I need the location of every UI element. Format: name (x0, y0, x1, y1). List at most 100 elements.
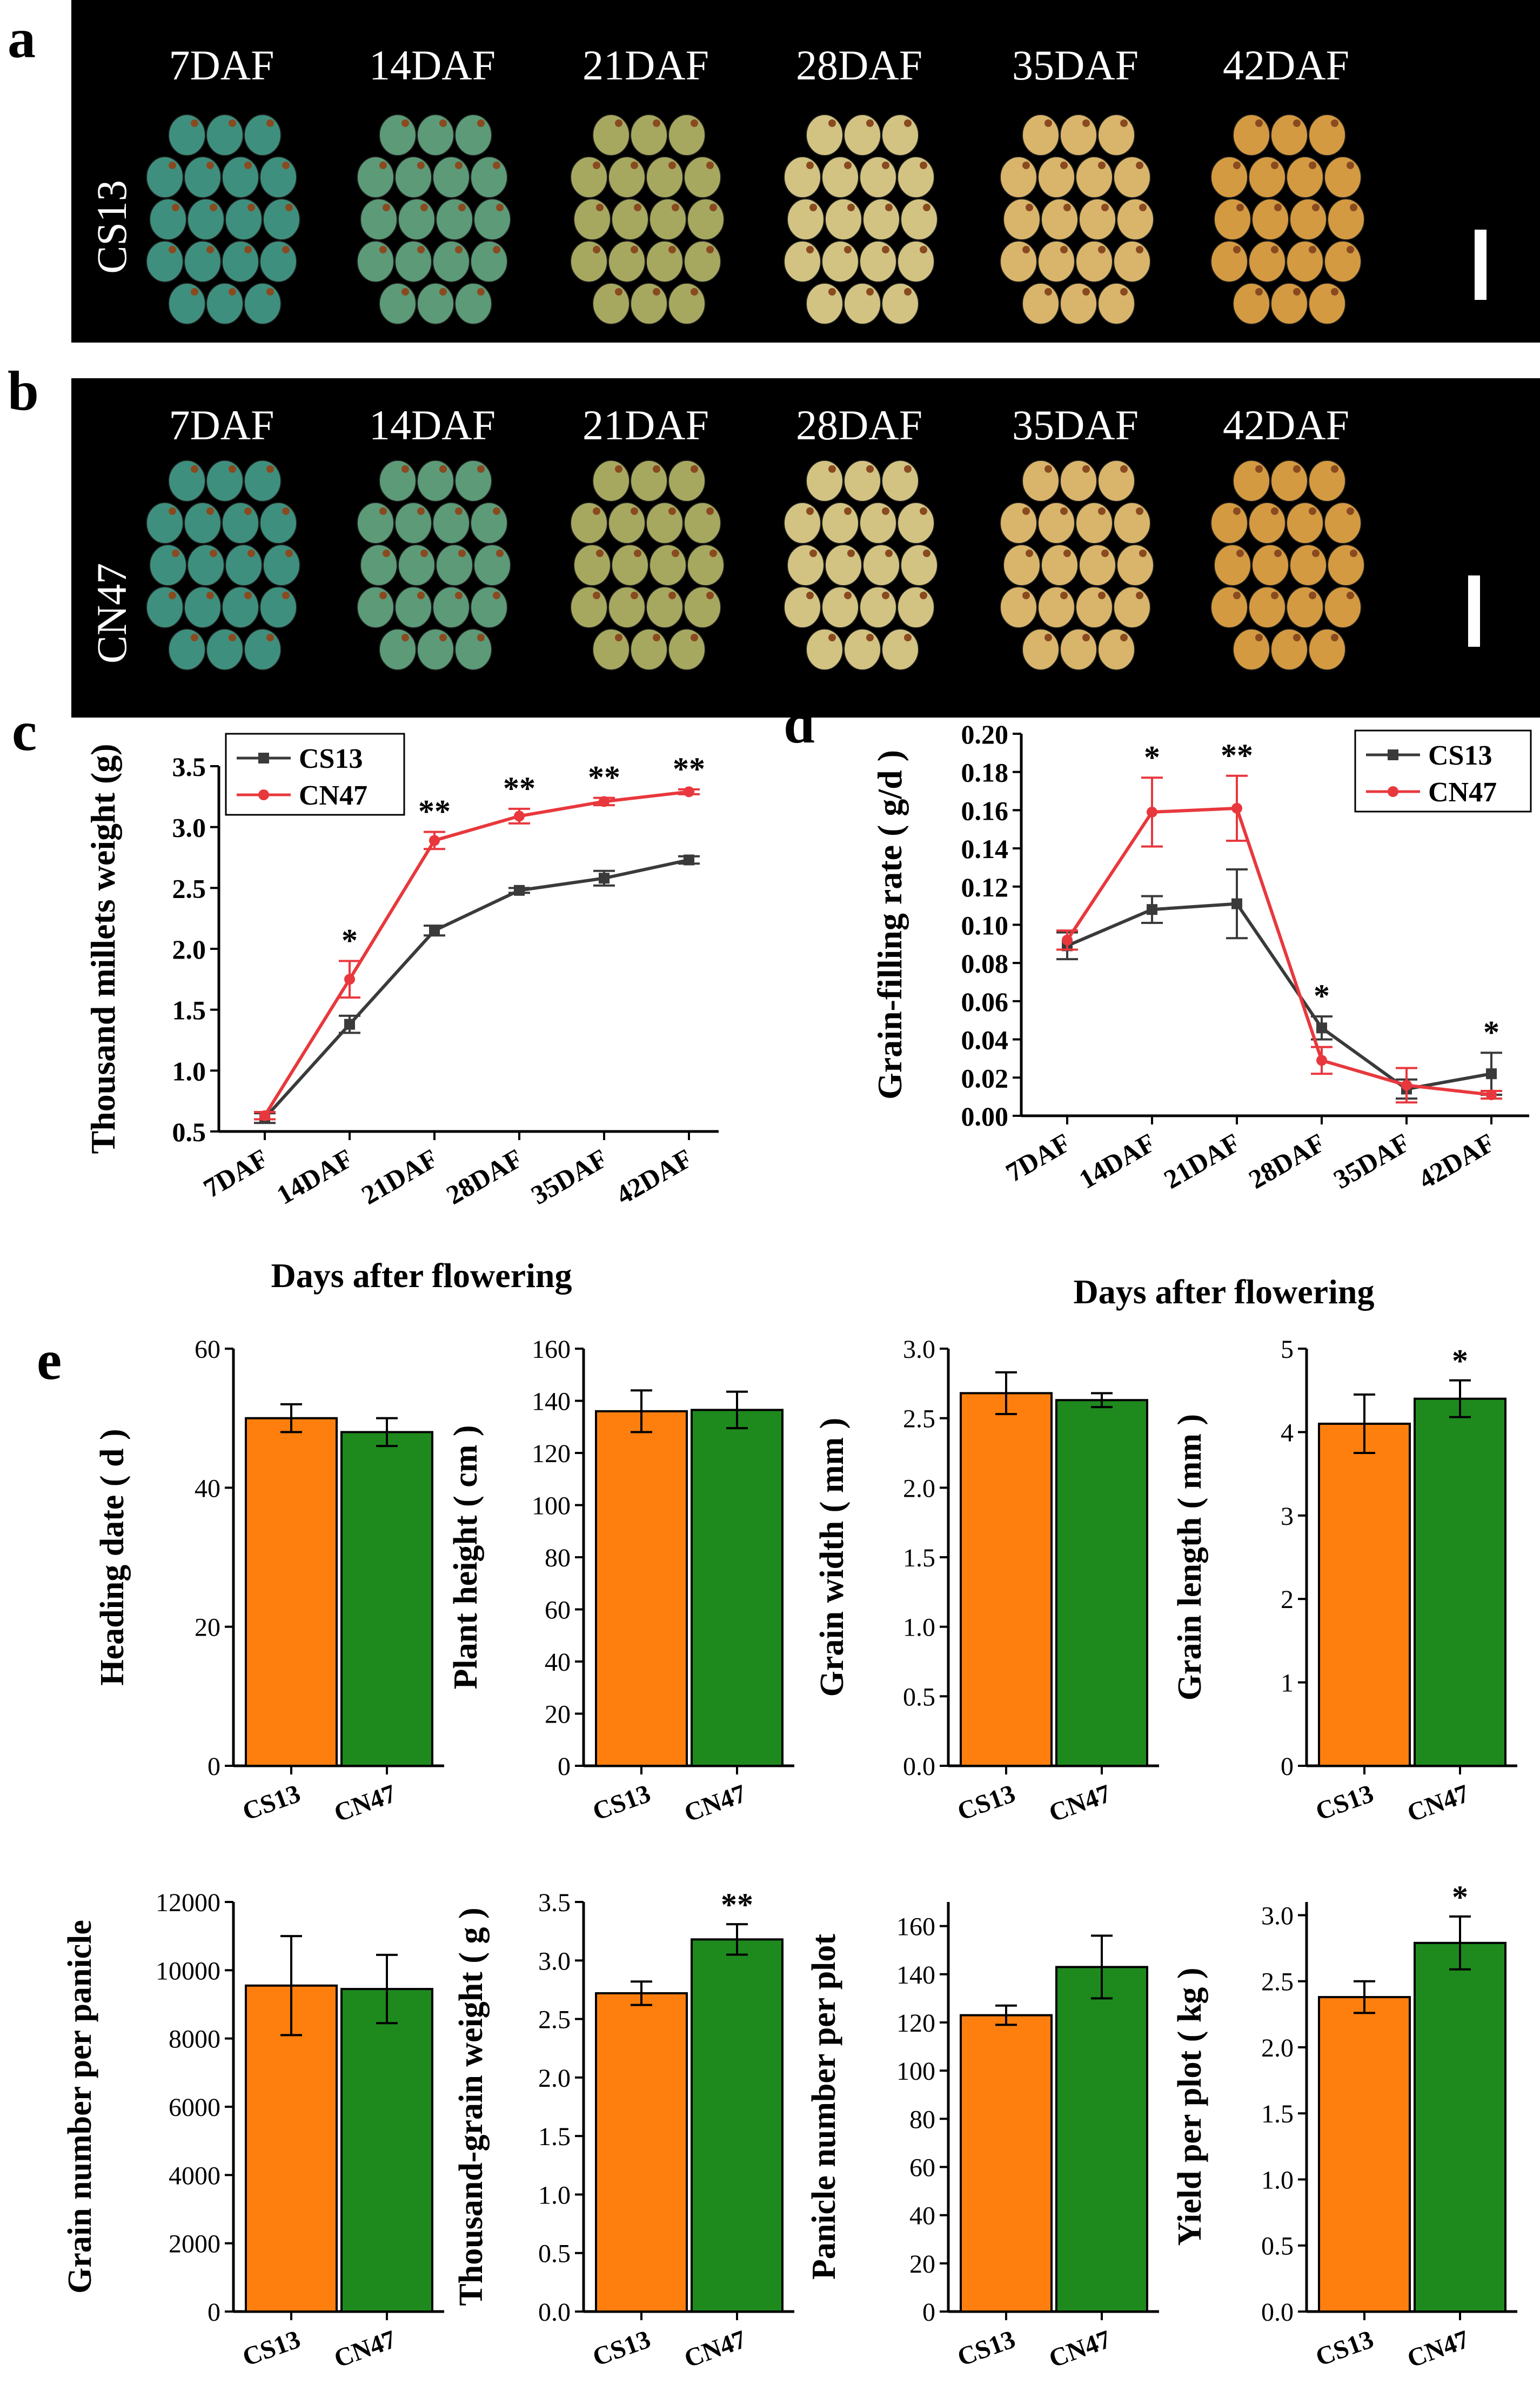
grain-embryo (806, 162, 814, 169)
series-line-cn47 (263, 790, 689, 1117)
grain-embryo (401, 288, 409, 296)
legend-marker (1388, 786, 1398, 797)
y-tick-label: 0 (922, 2298, 935, 2327)
y-tick-label: 0.5 (538, 2240, 571, 2268)
grain-embryo (691, 634, 698, 641)
grain-embryo (282, 592, 290, 599)
grain-embryo (1350, 204, 1357, 211)
y-tick-label: 20 (195, 1613, 220, 1642)
y-tick-label: 2.5 (172, 873, 206, 903)
data-point (344, 1019, 355, 1030)
grain-embryo (229, 119, 236, 127)
y-tick-label: 0.14 (961, 834, 1009, 864)
grain-embryo (266, 634, 274, 641)
data-point (1147, 904, 1157, 915)
bar-cn47 (340, 1988, 433, 2313)
y-tick-label: 2.0 (903, 1474, 935, 1503)
grain-embryo (1026, 204, 1033, 211)
data-point (1486, 1068, 1497, 1080)
chart-e2: 0 20 40 60 80 100 120 140 160 CS13 CN47 Plant heigh… (447, 1335, 794, 1827)
day-label-35daf: 35DAF (1012, 42, 1139, 89)
grain-embryo (439, 465, 447, 473)
grain-embryo (379, 162, 387, 169)
y-tick-label: 2000 (169, 2230, 220, 2259)
x-tick-label: 21DAF (1159, 1127, 1245, 1195)
grain-embryo (904, 465, 912, 473)
panel-letter-b: b (8, 360, 39, 422)
grain-embryo (709, 550, 717, 557)
grain-embryo (493, 592, 500, 599)
grain-embryo (210, 550, 217, 557)
y-tick-label: 3.5 (172, 752, 206, 782)
y-tick-label: 160 (532, 1335, 571, 1364)
grain-embryo (1331, 119, 1338, 127)
data-point (1486, 1089, 1497, 1101)
grain-embryo (477, 634, 485, 641)
grain-embryo (1060, 592, 1068, 599)
grain-embryo (866, 634, 874, 641)
y-tick-label: 2.0 (172, 934, 206, 964)
grain-embryo (691, 288, 698, 296)
y-tick-label: 1.0 (538, 2181, 571, 2209)
bar-cs13 (1318, 1422, 1411, 1767)
grain-embryo (828, 288, 836, 296)
significance-mark: * (1452, 1879, 1468, 1915)
grain-embryo (455, 592, 463, 599)
grain-cluster (357, 114, 511, 325)
y-tick-label: 60 (545, 1596, 571, 1625)
x-tick-label: 35DAF (1328, 1127, 1415, 1195)
bar-cs13 (245, 1984, 338, 2313)
day-label-35daf: 35DAF (1012, 401, 1139, 448)
y-tick-label: 3.0 (538, 1947, 571, 1975)
grain-embryo (1236, 204, 1244, 211)
chart-e5: 0 2000 4000 6000 8000 10000 12000 CS13 CN47 Grain… (62, 1888, 444, 2373)
grain-embryo (653, 288, 660, 296)
day-label-42daf: 42DAF (1222, 401, 1350, 448)
grain-embryo (1236, 550, 1244, 557)
y-tick-label: 1.5 (903, 1544, 935, 1572)
y-tick-label: 1 (1281, 1669, 1294, 1698)
x-tick-label: CS13 (239, 2325, 304, 2372)
y-tick-label: 0.5 (172, 1117, 206, 1147)
grain-embryo (458, 204, 466, 211)
grain-embryo (847, 204, 855, 211)
data-point (1316, 1055, 1327, 1066)
grain-embryo (844, 507, 852, 515)
y-axis-title: Grain-filling rate ( g/d ) (871, 750, 909, 1100)
grain-embryo (920, 592, 927, 599)
grain-embryo (1255, 119, 1263, 127)
grain-embryo (439, 634, 447, 641)
grain-embryo (169, 246, 176, 253)
grain-cluster (784, 460, 938, 671)
data-point (684, 786, 694, 798)
grain-embryo (206, 592, 214, 599)
grain-embryo (847, 550, 855, 557)
significance-mark: ** (1221, 738, 1253, 773)
data-point (599, 796, 610, 807)
grain-embryo (828, 465, 836, 473)
significance-mark: ** (588, 760, 620, 795)
bar-cn47 (1055, 1399, 1148, 1767)
grain-embryo (706, 507, 714, 515)
grain-embryo (691, 119, 698, 127)
y-tick-label: 0.5 (903, 1683, 935, 1711)
x-tick-label: CN47 (680, 2325, 749, 2374)
grain-embryo (1022, 592, 1030, 599)
grain-cluster (1000, 114, 1154, 325)
grain-embryo (282, 507, 290, 515)
data-point (344, 974, 355, 985)
grain-embryo (923, 204, 930, 211)
grain-embryo (1063, 550, 1071, 557)
grain-embryo (866, 465, 874, 473)
grain-cluster (1210, 460, 1365, 671)
grain-embryo (420, 204, 428, 211)
x-tick-label: 21DAF (356, 1143, 443, 1210)
grain-cluster (357, 460, 511, 671)
y-tick-label: 3.0 (172, 813, 206, 843)
data-point (429, 835, 440, 846)
grain-embryo (439, 288, 447, 296)
grain-embryo (172, 204, 179, 211)
data-point (1147, 806, 1157, 818)
chart-e3: 0.0 0.5 1.0 1.5 2.0 2.5 3.0 CS13 CN47 Grain width… (814, 1335, 1159, 1827)
grain-embryo (1309, 592, 1316, 599)
